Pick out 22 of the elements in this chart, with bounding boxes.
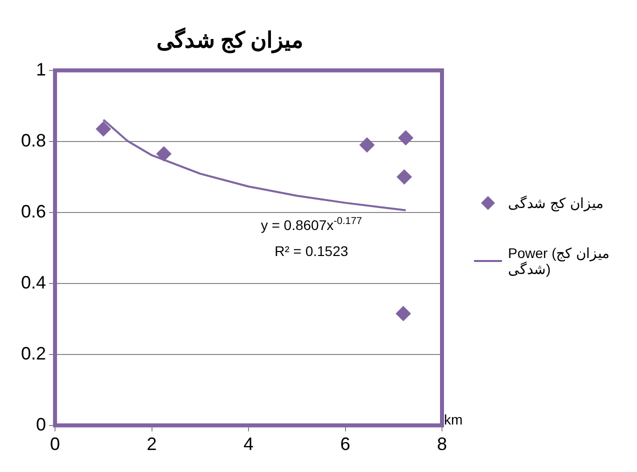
x-tick-label: 2 [146, 434, 157, 454]
y-tick-label: 1 [36, 59, 46, 80]
point [360, 137, 375, 152]
y-tick-label: 0.2 [20, 343, 46, 364]
x-tick-label: 6 [340, 434, 350, 454]
y-tick-label: 0.4 [20, 272, 46, 292]
y-tick-label: 0.8 [20, 130, 46, 150]
point [396, 169, 412, 184]
annotation: R² = 0.1523 [274, 243, 348, 260]
y-tick-label: 0.6 [20, 201, 46, 222]
point [398, 130, 414, 146]
legend-label: میزان کج شدگی [508, 195, 604, 211]
x-axis-title: km [444, 411, 463, 428]
x-tick-label: 0 [50, 434, 60, 454]
y-tick-label: 0 [36, 414, 46, 434]
point [156, 146, 172, 162]
legend-label: Power (میزان کج شدگی) [508, 245, 612, 277]
x-tick-label: 8 [436, 434, 448, 454]
chart-title: میزان کج شدگی [156, 26, 304, 54]
point [96, 121, 111, 136]
point [396, 306, 411, 322]
x-tick-label: 4 [244, 434, 254, 454]
